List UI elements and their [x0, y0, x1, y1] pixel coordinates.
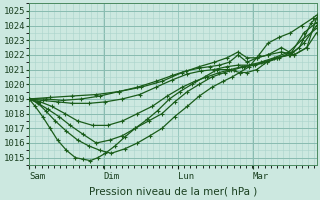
X-axis label: Pression niveau de la mer( hPa ): Pression niveau de la mer( hPa ) [89, 187, 257, 197]
